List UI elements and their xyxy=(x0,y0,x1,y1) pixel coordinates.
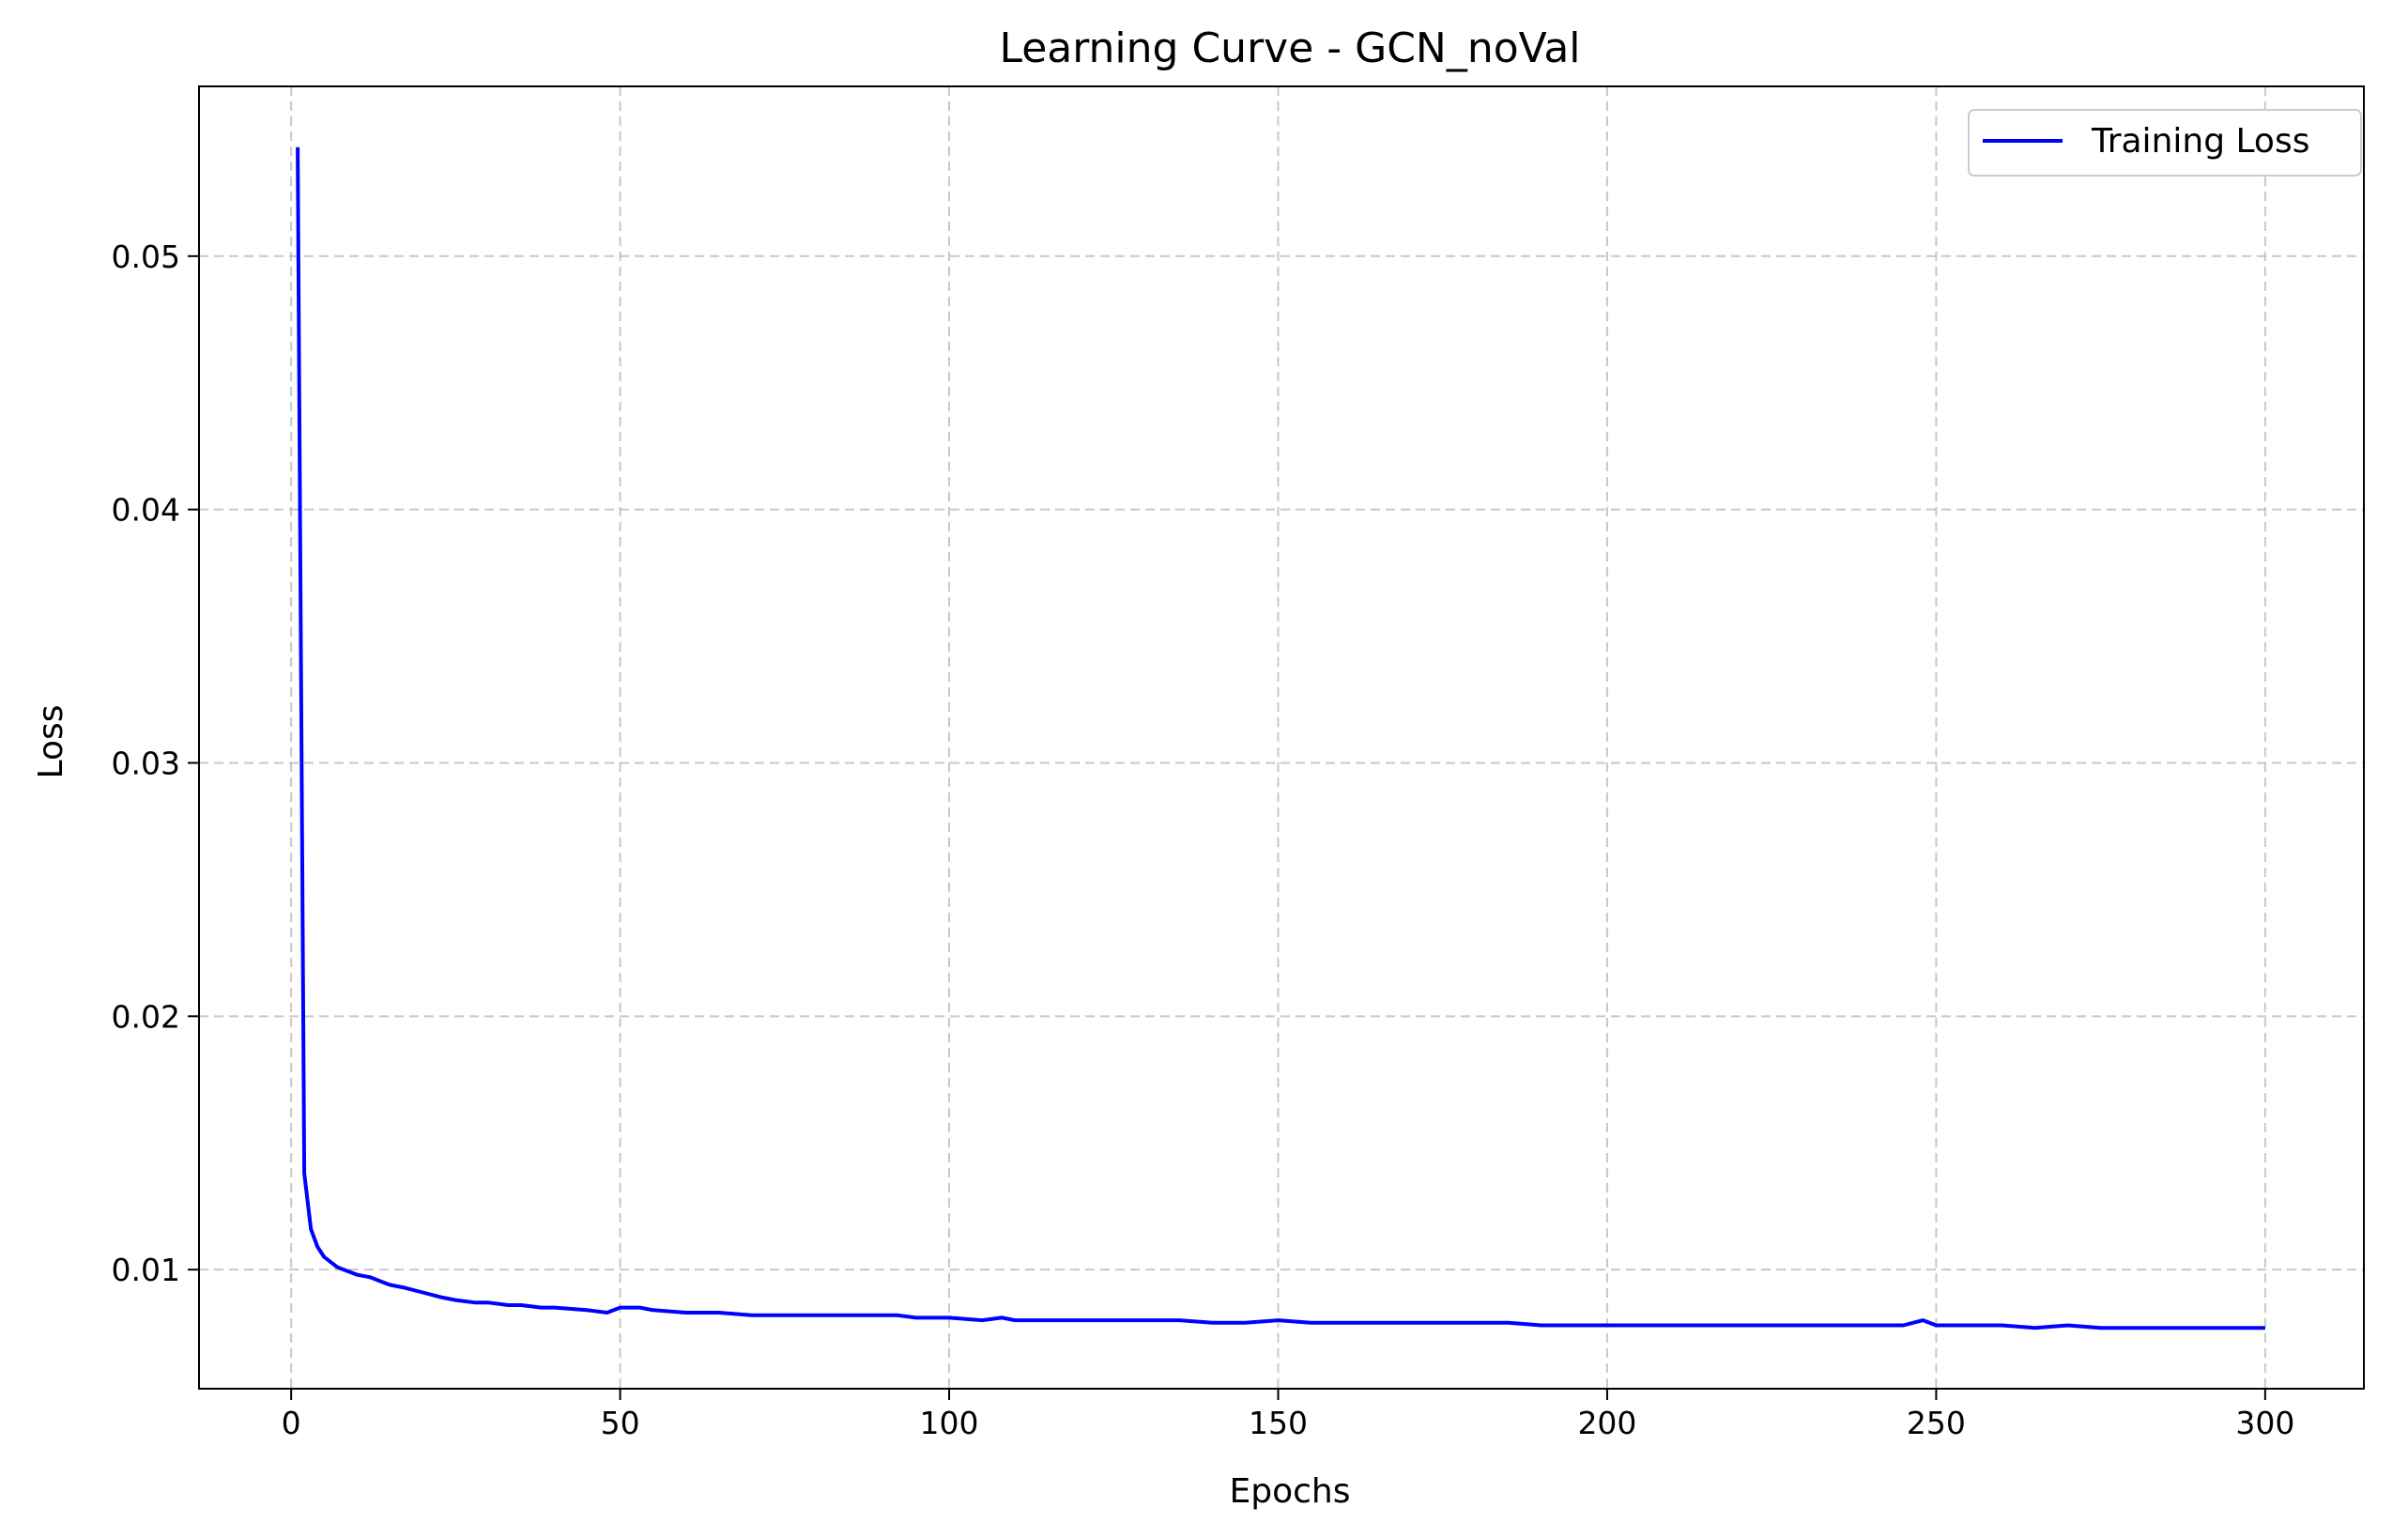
x-tick-label: 250 xyxy=(1907,1405,1966,1441)
x-tick-label: 50 xyxy=(601,1405,640,1441)
axis-ticks: 0 50 100 150 200 250 300 0.01 0.02 0.03 0.04 0.05 xyxy=(112,238,2295,1441)
x-tick-label: 100 xyxy=(920,1405,979,1441)
y-tick-label: 0.01 xyxy=(112,1252,180,1288)
x-tick-label: 200 xyxy=(1577,1405,1636,1441)
y-tick-label: 0.04 xyxy=(112,492,180,529)
series-layer xyxy=(296,146,2265,1330)
x-axis-title: Epochs xyxy=(1230,1472,1351,1511)
x-tick-label: 150 xyxy=(1249,1405,1308,1441)
legend-box xyxy=(1968,109,2362,177)
grid-lines xyxy=(199,86,2364,1389)
series-line-training-loss xyxy=(296,146,2265,1330)
plot-area-frame xyxy=(198,85,2365,1390)
y-tick-label: 0.02 xyxy=(112,998,180,1035)
x-tick-label: 300 xyxy=(2235,1405,2294,1441)
y-axis-title: Loss xyxy=(32,705,70,779)
y-tick-label: 0.03 xyxy=(112,745,180,781)
chart-title: Learning Curve - GCN_noVal xyxy=(999,24,1580,72)
y-tick-label: 0.05 xyxy=(112,238,180,275)
legend-label-training-loss: Training Loss xyxy=(2091,122,2309,161)
x-tick-label: 0 xyxy=(282,1405,301,1441)
legend: Training Loss xyxy=(1968,109,2362,177)
